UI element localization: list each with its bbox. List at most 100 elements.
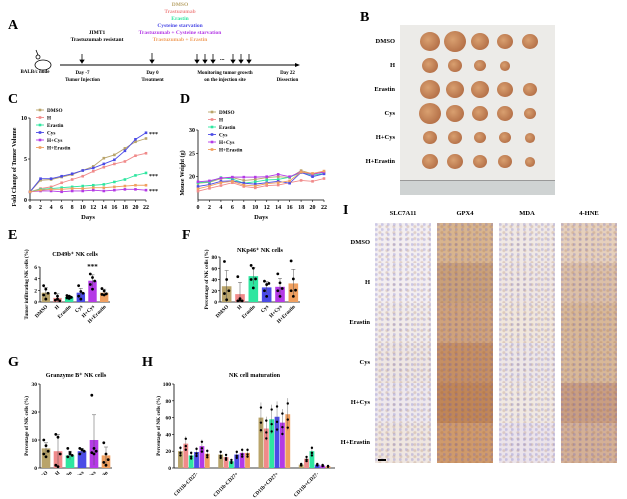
data-dot bbox=[321, 464, 324, 468]
ihc-image-MDA-H+Cys bbox=[499, 383, 555, 423]
tick-label: 0 bbox=[214, 300, 217, 306]
category-label: DMSO bbox=[215, 304, 230, 319]
data-point bbox=[81, 187, 85, 190]
data-point bbox=[60, 190, 63, 194]
tick-label: 0 bbox=[168, 466, 171, 472]
data-point bbox=[219, 181, 223, 185]
panel-label-a: A bbox=[8, 18, 19, 33]
bar-H+Cys bbox=[279, 422, 285, 468]
data-dot bbox=[289, 289, 293, 293]
cell-line-desc: Trastuzumab resistant bbox=[70, 37, 124, 43]
data-dot bbox=[246, 455, 249, 458]
data-point bbox=[113, 188, 116, 192]
data-dot bbox=[58, 299, 62, 303]
data-dot bbox=[240, 299, 244, 303]
series-line-Erastin bbox=[29, 172, 147, 193]
data-dot bbox=[240, 455, 244, 458]
data-dot bbox=[56, 297, 59, 301]
data-dot bbox=[276, 289, 280, 293]
data-point bbox=[39, 177, 42, 180]
data-dot bbox=[227, 289, 231, 293]
data-dot bbox=[206, 453, 209, 457]
mouse-icon bbox=[34, 49, 52, 71]
treatment-groups-list: DMSO Trastuzumab Erastin Cysteine starvatio… bbox=[110, 2, 250, 44]
tumor-row-label: Erastin bbox=[374, 86, 395, 93]
ihc-row-label: H+Cys bbox=[350, 399, 370, 406]
data-dot bbox=[67, 294, 71, 298]
treatment-group-5: Trastuzumab + Erastin bbox=[152, 37, 208, 43]
data-point bbox=[311, 175, 314, 178]
data-dot bbox=[286, 426, 289, 429]
tumor-specimen bbox=[423, 131, 437, 145]
bar-Cys bbox=[261, 287, 272, 302]
data-point bbox=[242, 175, 246, 179]
tumor-specimen bbox=[446, 105, 464, 123]
data-dot bbox=[46, 291, 50, 295]
ihc-image-SLC7A11-Cys bbox=[375, 343, 431, 383]
category-label: Erastin bbox=[241, 304, 257, 320]
bar-H+Erastin bbox=[99, 292, 109, 302]
data-point bbox=[265, 178, 269, 182]
tick-label: 8 bbox=[71, 205, 74, 211]
data-point bbox=[28, 190, 32, 194]
tumor-specimen bbox=[497, 106, 513, 122]
tumor-specimen bbox=[471, 33, 489, 51]
bar-DMSO bbox=[41, 448, 51, 468]
ihc-image-4-HNE-Cys bbox=[561, 343, 617, 383]
data-dot bbox=[235, 450, 238, 454]
data-dot bbox=[310, 454, 314, 457]
data-point bbox=[60, 188, 63, 191]
data-dot bbox=[44, 297, 48, 301]
data-point bbox=[134, 154, 137, 158]
bar-H bbox=[263, 428, 269, 468]
y-axis-label: Fold Change of Tumor Volume bbox=[12, 127, 18, 206]
data-dot bbox=[82, 449, 86, 453]
legend-label: Cys bbox=[219, 133, 227, 139]
data-dot bbox=[92, 447, 96, 450]
ihc-image-4-HNE-H bbox=[561, 263, 617, 303]
data-dot bbox=[90, 451, 94, 454]
data-dot bbox=[238, 298, 242, 302]
ihc-image-4-HNE-Erastin bbox=[561, 303, 617, 343]
data-dot bbox=[195, 452, 198, 455]
data-dot bbox=[66, 447, 70, 450]
data-point bbox=[49, 177, 53, 180]
chart-g-granzyme: Granzyme B⁺ NK cells 0 10 20 30 Percentage of… bbox=[23, 372, 112, 475]
data-point bbox=[81, 189, 85, 193]
data-point bbox=[102, 186, 106, 189]
ihc-row-label: H bbox=[364, 279, 370, 286]
legend-marker bbox=[38, 116, 42, 119]
data-dot bbox=[42, 452, 46, 456]
data-point bbox=[102, 156, 106, 160]
tick-label: 100 bbox=[163, 382, 172, 388]
data-dot bbox=[67, 297, 71, 300]
legend-label: H bbox=[47, 116, 51, 122]
tumor-specimen bbox=[420, 80, 440, 99]
tick-label: 5 bbox=[24, 157, 27, 163]
series-line-DMSO bbox=[197, 170, 325, 184]
tick-label: 80 bbox=[212, 255, 218, 261]
tumor-specimen bbox=[499, 132, 511, 144]
timeline-diagram bbox=[34, 49, 300, 71]
significance-label: *** bbox=[149, 132, 158, 138]
data-dot bbox=[289, 259, 293, 263]
data-point bbox=[70, 185, 74, 189]
data-point bbox=[231, 181, 234, 185]
tumor-specimen bbox=[419, 103, 441, 124]
data-dot bbox=[275, 428, 279, 431]
data-dot bbox=[294, 288, 297, 292]
data-dot bbox=[206, 449, 209, 453]
data-point bbox=[134, 174, 137, 177]
data-point bbox=[253, 186, 257, 190]
tick-label: 2 bbox=[39, 205, 42, 211]
tick-label: 0 bbox=[29, 205, 32, 211]
tumor-specimen bbox=[422, 154, 438, 170]
treatment-group-4: Trastuzumab + Cysteine starvation bbox=[138, 30, 222, 36]
data-point bbox=[123, 178, 127, 181]
timeline-ellipsis: ... bbox=[220, 56, 225, 62]
data-point bbox=[253, 184, 257, 188]
tumor-specimen bbox=[447, 154, 463, 170]
significance-label: *** bbox=[87, 263, 98, 271]
legend-marker bbox=[210, 148, 214, 151]
data-dot bbox=[249, 264, 253, 267]
